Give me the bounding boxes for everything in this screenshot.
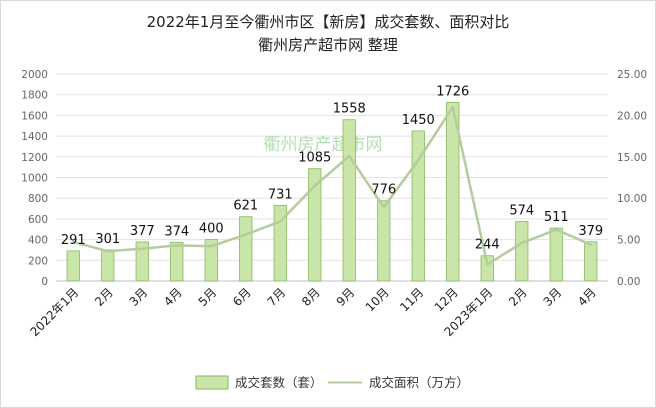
left-tick-label: 1400 xyxy=(21,131,48,143)
right-tick-label: 10.00 xyxy=(617,193,647,205)
legend-label-bars: 成交套数（套） xyxy=(235,375,323,390)
bar-data-label: 776 xyxy=(371,183,396,198)
bar-data-label: 301 xyxy=(95,232,120,247)
bar-data-label: 1558 xyxy=(333,102,366,117)
bar-data-label: 400 xyxy=(199,222,224,237)
chart-subtitle: 衢州房产超市网 整理 xyxy=(258,36,398,54)
bar-data-label: 731 xyxy=(268,187,293,202)
bar xyxy=(411,130,425,282)
bar-data-label: 1085 xyxy=(298,151,331,166)
bar-data-label: 244 xyxy=(475,238,500,253)
right-tick-label: 25.00 xyxy=(617,69,647,81)
area-line xyxy=(72,105,593,266)
left-tick-label: 0 xyxy=(41,276,48,288)
bar xyxy=(135,241,149,282)
left-tick-label: 1200 xyxy=(21,152,48,164)
bar-data-label: 377 xyxy=(130,224,155,239)
bar-series xyxy=(66,101,598,282)
right-tick-label: 5.00 xyxy=(617,235,640,247)
data-labels: 291 301 377 374 400 621 731 1085 1558 776 14501726… xyxy=(61,84,603,252)
legend-swatch-bars xyxy=(195,375,229,390)
bar xyxy=(515,221,529,282)
left-tick-label: 1600 xyxy=(21,110,48,122)
bar-data-label: 574 xyxy=(509,204,534,219)
bar xyxy=(204,239,218,282)
bar xyxy=(584,241,598,282)
bar-data-label: 374 xyxy=(164,224,189,239)
left-tick-label: 400 xyxy=(28,235,48,247)
bar xyxy=(308,168,322,282)
bar xyxy=(549,227,563,282)
bar-data-label: 1726 xyxy=(436,84,469,99)
bar xyxy=(101,249,115,282)
left-tick-label: 1800 xyxy=(21,90,48,102)
chart-title: 2022年1月至今衢州市区【新房】成交套数、面积对比 xyxy=(147,13,510,31)
bar xyxy=(66,250,80,282)
bar-data-label: 291 xyxy=(61,233,86,248)
legend: 成交套数（套） 成交面积（万方） xyxy=(195,375,469,390)
left-tick-label: 800 xyxy=(28,193,48,205)
left-axis: 0 200 400 600 800 1000 1200 1400 1600 1800 2000 xyxy=(21,69,48,288)
legend-label-line: 成交面积（万方） xyxy=(369,375,469,390)
right-tick-label: 20.00 xyxy=(617,110,647,122)
line-series xyxy=(72,105,593,266)
bar xyxy=(342,119,356,282)
bar xyxy=(377,200,391,282)
bar-data-label: 379 xyxy=(578,224,603,239)
right-tick-label: 15.00 xyxy=(617,152,647,164)
left-tick-label: 1000 xyxy=(21,173,48,185)
bar-data-label: 1450 xyxy=(402,113,435,128)
left-tick-label: 600 xyxy=(28,214,48,226)
bar xyxy=(170,241,184,282)
left-tick-label: 200 xyxy=(28,255,48,267)
left-tick-label: 2000 xyxy=(21,69,48,81)
bar xyxy=(239,216,253,282)
bar xyxy=(273,204,287,282)
bar-data-label: 621 xyxy=(233,199,258,214)
bar xyxy=(446,101,460,282)
right-axis: 0.00 5.00 10.00 15.00 20.00 25.00 xyxy=(617,69,647,288)
bar-data-label: 511 xyxy=(544,210,569,225)
right-tick-label: 0.00 xyxy=(617,276,640,288)
